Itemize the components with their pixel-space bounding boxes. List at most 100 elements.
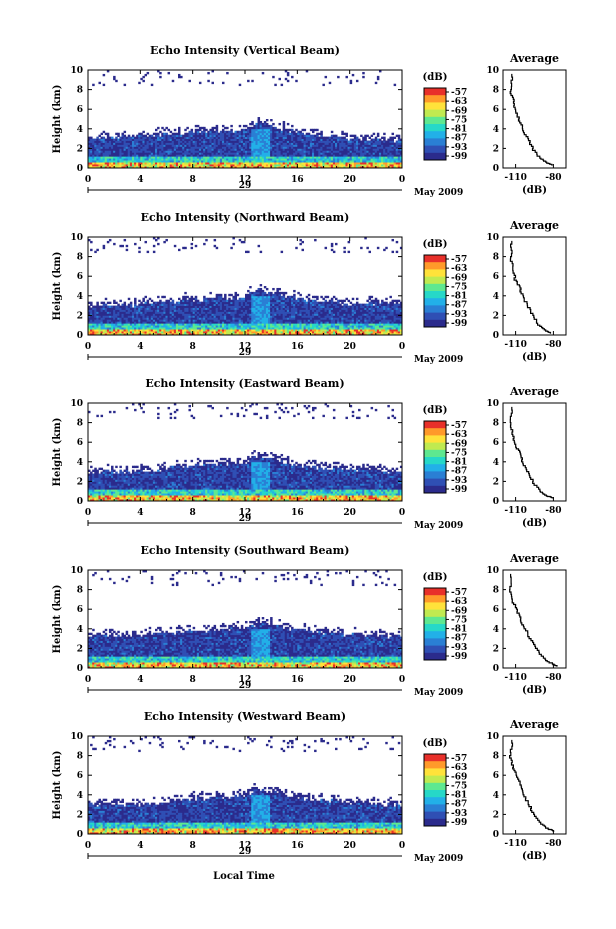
heatmap-cell bbox=[211, 305, 214, 308]
heatmap-cell bbox=[293, 319, 296, 322]
heatmap-cell bbox=[146, 152, 150, 155]
heatmap-cell bbox=[255, 162, 258, 165]
heatmap-cell bbox=[190, 140, 194, 143]
heatmap-cell bbox=[117, 331, 120, 334]
heatmap-cell bbox=[280, 156, 284, 159]
heatmap-cell bbox=[288, 166, 292, 169]
heatmap-cell bbox=[288, 295, 292, 299]
heatmap-cell bbox=[311, 148, 315, 151]
heatmap-cell bbox=[284, 146, 288, 149]
heatmap-cell bbox=[228, 136, 231, 139]
heatmap-cell bbox=[322, 154, 325, 157]
heatmap-cell bbox=[205, 146, 208, 149]
heatmap-cell bbox=[297, 136, 300, 139]
heatmap-cell bbox=[318, 154, 321, 157]
heatmap-cell bbox=[234, 309, 238, 312]
heatmap-cell bbox=[186, 301, 189, 305]
heatmap-cell bbox=[209, 323, 212, 326]
heatmap-cell bbox=[106, 70, 110, 73]
heatmap-cell bbox=[272, 166, 275, 169]
heatmap-cell bbox=[263, 313, 267, 316]
heatmap-cell bbox=[184, 152, 187, 155]
heatmap-cell bbox=[276, 295, 279, 299]
heatmap-cell bbox=[251, 301, 254, 305]
heatmap-cell bbox=[198, 331, 202, 334]
heatmap-cell bbox=[399, 158, 403, 161]
heatmap-cell bbox=[152, 307, 156, 310]
heatmap-cell bbox=[198, 148, 202, 151]
heatmap-cell bbox=[152, 244, 156, 248]
heatmap-cell bbox=[123, 166, 127, 169]
heatmap-cell bbox=[395, 146, 399, 149]
heatmap-cell bbox=[314, 160, 317, 163]
heatmap-cell bbox=[198, 333, 202, 336]
heatmap-cell bbox=[88, 313, 91, 316]
heatmap-cell bbox=[96, 323, 99, 326]
heatmap-cell bbox=[203, 144, 206, 147]
heatmap-cell bbox=[257, 311, 261, 314]
heatmap-cell bbox=[303, 138, 307, 141]
heatmap-cell bbox=[251, 140, 254, 143]
heatmap-cell bbox=[205, 321, 208, 324]
heatmap-cell bbox=[196, 315, 200, 318]
colorbar-swatch bbox=[424, 138, 446, 147]
heatmap-cell bbox=[253, 136, 256, 139]
heatmap-cell bbox=[178, 307, 181, 310]
heatmap-cell bbox=[92, 162, 95, 165]
heatmap-cell bbox=[265, 134, 269, 138]
heatmap-cell bbox=[140, 319, 143, 322]
heatmap-cell bbox=[265, 301, 269, 305]
heatmap-cell bbox=[389, 142, 392, 145]
heatmap-cell bbox=[299, 315, 302, 318]
heatmap-cell bbox=[171, 162, 175, 165]
heatmap-cell bbox=[242, 144, 246, 147]
heatmap-cell bbox=[115, 154, 118, 157]
heatmap-cell bbox=[173, 305, 177, 308]
heatmap-cell bbox=[119, 138, 122, 141]
heatmap-cell bbox=[322, 140, 325, 143]
heatmap-cell bbox=[92, 317, 95, 320]
heatmap-cell bbox=[268, 126, 271, 130]
heatmap-cell bbox=[280, 136, 284, 139]
heatmap-cell bbox=[157, 134, 160, 138]
heatmap-cell bbox=[94, 311, 97, 314]
heatmap-cell bbox=[148, 154, 152, 157]
heatmap-cell bbox=[284, 299, 288, 303]
heatmap-cell bbox=[173, 134, 177, 138]
heatmap-cell bbox=[376, 146, 380, 149]
heatmap-cell bbox=[165, 134, 168, 138]
heatmap-cell bbox=[274, 126, 277, 130]
heatmap-cell bbox=[127, 315, 131, 318]
heatmap-cell bbox=[140, 317, 143, 320]
heatmap-cell bbox=[108, 301, 112, 305]
heatmap-cell bbox=[286, 329, 290, 332]
heatmap-cell bbox=[94, 323, 97, 326]
heatmap-cell bbox=[238, 305, 242, 308]
heatmap-cell bbox=[142, 136, 145, 139]
heatmap-cell bbox=[196, 307, 200, 310]
heatmap-cell bbox=[339, 140, 342, 143]
heatmap-cell bbox=[188, 130, 191, 134]
heatmap-cell bbox=[345, 154, 348, 157]
heatmap-cell bbox=[194, 319, 198, 322]
heatmap-cell bbox=[341, 164, 344, 167]
heatmap-cell bbox=[169, 150, 173, 153]
heatmap-cell bbox=[192, 321, 196, 324]
heatmap-cell bbox=[157, 321, 160, 324]
heatmap-cell bbox=[270, 140, 273, 143]
heatmap-cell bbox=[196, 152, 200, 155]
heatmap-cell bbox=[234, 146, 238, 149]
heatmap-cell bbox=[228, 148, 231, 151]
heatmap-cell bbox=[282, 331, 286, 334]
heatmap-cell bbox=[301, 327, 305, 330]
heatmap-cell bbox=[92, 305, 95, 308]
heatmap-cell bbox=[98, 329, 101, 332]
heatmap-cell bbox=[194, 309, 198, 312]
heatmap-cell bbox=[247, 162, 250, 165]
heatmap-cell bbox=[117, 160, 120, 163]
heatmap-cell bbox=[186, 317, 189, 320]
heatmap-cell bbox=[213, 244, 217, 248]
heatmap-cell bbox=[104, 158, 108, 161]
heatmap-cell bbox=[255, 295, 258, 299]
heatmap-cell bbox=[265, 136, 269, 139]
